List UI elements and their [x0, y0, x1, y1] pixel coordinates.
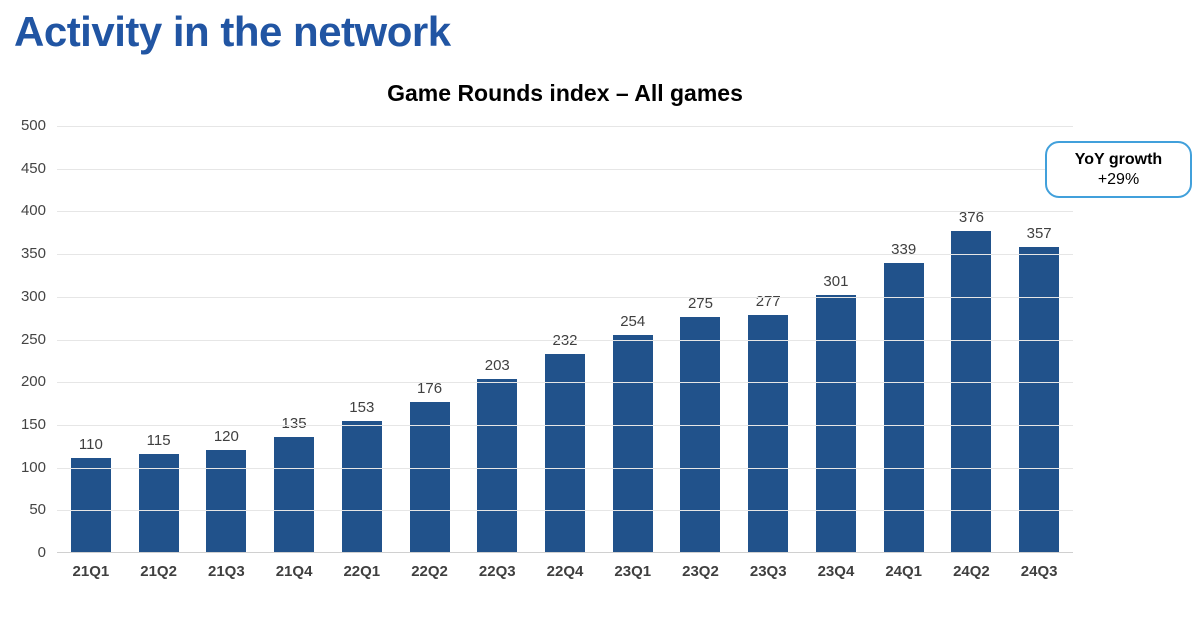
page-title: Activity in the network — [14, 8, 451, 55]
y-axis-tick-label: 0 — [37, 544, 46, 561]
yoy-growth-label: YoY growth — [1074, 150, 1163, 168]
y-axis-tick-label: 250 — [20, 330, 46, 348]
bar — [680, 317, 721, 552]
gridline — [57, 211, 1073, 213]
y-axis-tick-label: 100 — [20, 458, 46, 476]
y-axis-tick-label: 400 — [20, 202, 46, 220]
gridline — [57, 296, 1073, 298]
x-axis-tick-label: 23Q2 — [682, 563, 719, 580]
gridline — [57, 168, 1073, 170]
x-axis-tick-label: 22Q2 — [411, 563, 448, 580]
chart-title: Game Rounds index – All games — [387, 80, 743, 106]
bar-value-label: 110 — [78, 436, 103, 454]
x-axis-tick-label: 22Q4 — [546, 563, 584, 580]
bar-group: 254 — [599, 125, 667, 552]
bar-group: 110 — [57, 125, 125, 552]
x-axis-tick-label: 24Q3 — [1020, 563, 1058, 580]
bar-group: 339 — [870, 125, 938, 552]
x-axis-tick-label: 22Q3 — [478, 563, 516, 580]
bar-group: 115 — [125, 125, 193, 552]
bar — [206, 449, 247, 552]
gridline — [57, 254, 1073, 256]
bar-value-label: 120 — [213, 427, 239, 445]
bar-value-label: 301 — [823, 272, 849, 290]
bar-group: 301 — [802, 125, 870, 552]
bar — [341, 421, 382, 552]
bar-value-label: 203 — [484, 356, 510, 374]
gridline — [57, 424, 1073, 426]
bar-value-label: 254 — [620, 313, 646, 331]
y-axis-tick-label: 350 — [20, 245, 46, 263]
x-axis-tick-label: 21Q2 — [140, 563, 177, 580]
y-axis-tick-label: 200 — [20, 373, 46, 391]
gridline — [57, 467, 1073, 469]
x-axis-tick-label: 23Q3 — [749, 563, 787, 580]
x-axis-tick-label: 23Q1 — [614, 563, 652, 580]
bar-value-label: 153 — [349, 399, 375, 417]
y-axis-tick-label: 150 — [20, 415, 46, 433]
y-axis-tick-label: 50 — [29, 501, 46, 519]
plot-area: 110 115 120 135 153 176 203 232 254 275 277 301 339 3… — [57, 126, 1073, 553]
bar — [815, 294, 856, 552]
x-axis-tick-label: 21Q3 — [207, 563, 245, 580]
bar-value-label: 357 — [1026, 225, 1052, 243]
bar-value-label: 176 — [417, 379, 443, 397]
bar-group: 277 — [734, 125, 802, 552]
bar-value-label: 115 — [146, 431, 171, 449]
gridline — [57, 126, 1073, 127]
bar-group: 203 — [463, 125, 531, 552]
x-axis: 21Q1 21Q2 21Q3 21Q4 22Q1 22Q2 22Q3 22Q4 23Q1 23Q2… — [57, 563, 1073, 580]
bar — [545, 353, 585, 552]
x-axis-tick-label: 21Q4 — [275, 563, 313, 580]
bar — [274, 436, 315, 552]
x-axis-tick-label: 23Q4 — [817, 563, 855, 580]
bar — [409, 401, 450, 552]
bar-value-label: 135 — [281, 414, 307, 432]
y-axis-tick-label: 300 — [20, 287, 46, 305]
bar — [70, 458, 111, 552]
bar — [748, 315, 789, 552]
bar — [883, 262, 924, 552]
bar-group: 135 — [260, 125, 328, 552]
gridline — [57, 382, 1073, 384]
x-axis-tick-label: 24Q1 — [885, 563, 923, 580]
bar — [1019, 247, 1060, 552]
bar-group: 153 — [328, 125, 396, 552]
bar — [951, 230, 992, 552]
bar-group: 120 — [192, 125, 260, 552]
bar — [138, 453, 179, 552]
x-axis-tick-label: 21Q1 — [72, 563, 110, 580]
bar — [477, 378, 518, 552]
y-axis-tick-label: 450 — [20, 159, 46, 177]
bar-value-label: 376 — [958, 208, 984, 226]
x-axis-tick-label: 24Q2 — [953, 563, 990, 580]
y-axis-tick-label: 500 — [20, 117, 46, 134]
x-axis-tick-label: 22Q1 — [343, 563, 381, 580]
bar-group: 357 — [1005, 125, 1073, 552]
gridline — [57, 339, 1073, 341]
bar-group: 376 — [938, 125, 1006, 552]
bar-series: 110 115 120 135 153 176 203 232 254 275 277 301 339 3… — [57, 125, 1073, 552]
bar-group: 232 — [531, 125, 599, 552]
bar — [612, 335, 653, 552]
gridline — [57, 510, 1073, 512]
bar-value-label: 339 — [891, 240, 917, 258]
bar-group: 176 — [396, 125, 464, 552]
bar-value-label: 275 — [687, 295, 713, 313]
y-axis: 0 50 100 150 200 250 300 350 400 450 500 — [0, 0, 46, 621]
yoy-growth-value: +29% — [1097, 170, 1140, 188]
bar-group: 275 — [667, 125, 735, 552]
yoy-growth-callout: YoY growth +29% — [1045, 141, 1192, 198]
